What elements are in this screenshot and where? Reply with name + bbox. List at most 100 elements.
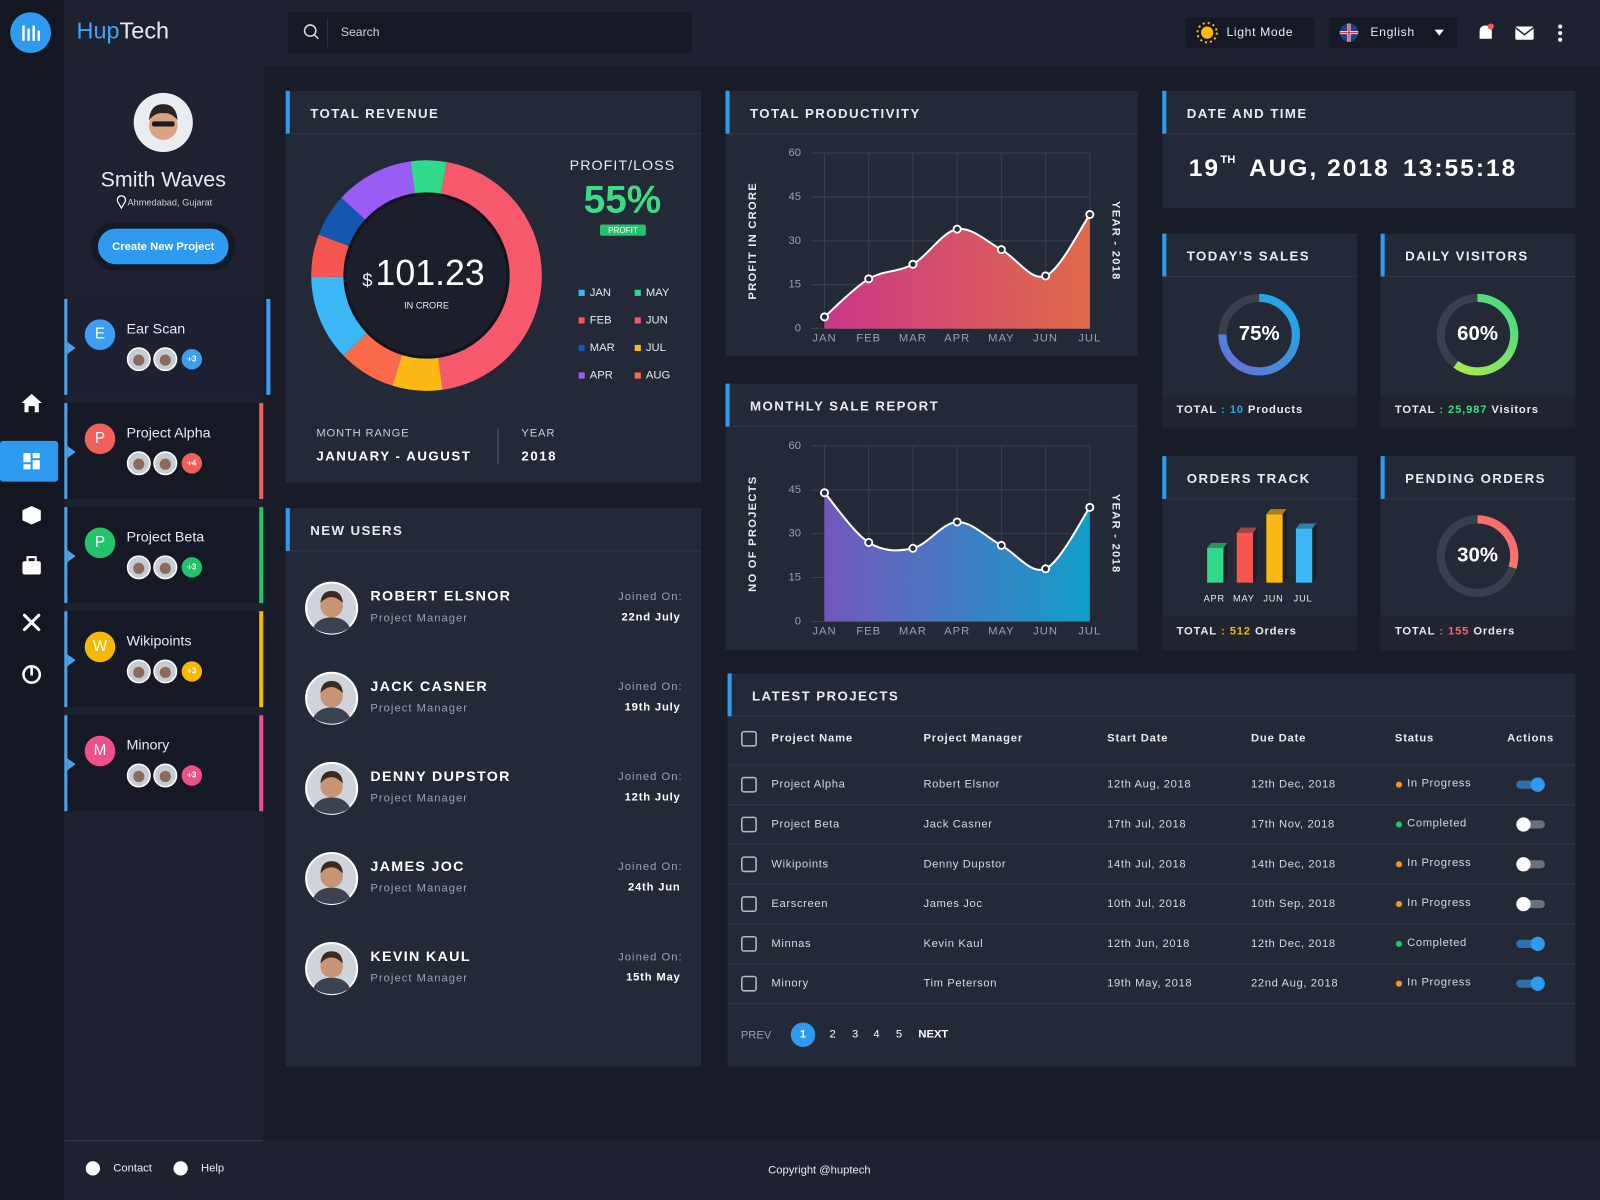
user-shoulders <box>313 707 350 724</box>
joined-date: 22nd July <box>622 611 681 623</box>
x-tick-label: FEB <box>856 333 881 345</box>
contact-icon[interactable] <box>85 1161 100 1176</box>
total-count: 155 <box>1448 626 1469 638</box>
bar-label: APR <box>1204 593 1225 603</box>
row-checkbox[interactable] <box>741 856 757 873</box>
joined-label: Joined On: <box>618 861 682 873</box>
table-cell: Kevin Kaul <box>923 938 983 950</box>
member-face <box>133 354 145 366</box>
y-tick-label: 45 <box>789 191 801 203</box>
card-accent <box>727 673 732 717</box>
page-number[interactable]: 5 <box>896 1029 902 1041</box>
x-tick-label: MAY <box>988 626 1015 638</box>
legend-label: AUG <box>646 369 670 381</box>
table-cell: 14th Jul, 2018 <box>1107 858 1186 870</box>
logo[interactable] <box>10 12 52 54</box>
card-footer <box>1162 615 1358 650</box>
point-marker <box>820 488 829 498</box>
user-hair <box>320 861 343 874</box>
project-card-accent <box>259 507 264 604</box>
point-marker <box>996 540 1006 550</box>
row-checkbox[interactable] <box>741 975 757 992</box>
legend-swatch <box>578 289 585 296</box>
table-cell: Project Alpha <box>771 779 845 791</box>
bar-side <box>1253 527 1258 583</box>
point-marker <box>864 274 874 284</box>
card-title: PENDING ORDERS <box>1405 471 1546 486</box>
cube-icon[interactable] <box>22 506 41 525</box>
language-caret[interactable] <box>1434 29 1444 36</box>
power-icon[interactable] <box>22 665 42 684</box>
table-cell: 19th May, 2018 <box>1107 978 1192 990</box>
language-select[interactable] <box>1328 17 1458 48</box>
select-all-checkbox[interactable] <box>741 730 757 747</box>
bar-side <box>1312 523 1317 583</box>
gauge-arc <box>1218 293 1300 376</box>
profit-value: 55% <box>584 178 662 221</box>
menu-dots[interactable] <box>1558 24 1563 42</box>
table-cell: Minory <box>771 978 808 990</box>
x-tick-label: MAY <box>988 333 1015 345</box>
table-cell: Robert Elsnor <box>923 779 1000 791</box>
contact-link[interactable]: Contact <box>113 1162 153 1174</box>
light-mode-button[interactable] <box>1185 17 1315 48</box>
table-cell: 12th Aug, 2018 <box>1107 779 1191 791</box>
row-checkbox[interactable] <box>741 776 757 793</box>
card-footer <box>1162 396 1358 428</box>
table-cell: 12th Dec, 2018 <box>1251 938 1336 950</box>
total-separator: : <box>1439 626 1444 638</box>
x-tick-label: JUN <box>1033 626 1058 638</box>
donut-segment <box>341 161 416 221</box>
x-tick-label: MAR <box>899 333 927 345</box>
home-icon[interactable] <box>21 393 42 413</box>
point-marker <box>820 312 829 322</box>
legend-label: JAN <box>590 287 611 299</box>
total-unit: Visitors <box>1491 404 1538 416</box>
help-icon[interactable] <box>173 1161 188 1176</box>
status-dot <box>1395 980 1403 987</box>
light-mode-label: Light Mode <box>1227 25 1294 39</box>
create-button[interactable] <box>97 228 229 265</box>
pagination-next[interactable]: NEXT <box>918 1029 948 1041</box>
y-tick-label: 0 <box>795 615 801 627</box>
help-link[interactable]: Help <box>201 1162 224 1174</box>
table-cell: Project Beta <box>771 818 840 830</box>
member-face <box>159 562 171 574</box>
donut-segment <box>343 332 403 386</box>
bell-icon[interactable] <box>1479 25 1492 39</box>
page-number[interactable]: 3 <box>852 1029 858 1041</box>
toggle-knob <box>1530 777 1545 792</box>
card-title: MONTHLY SALE REPORT <box>750 399 939 414</box>
status: In Progress <box>1407 778 1471 790</box>
table-cell: 22nd Aug, 2018 <box>1251 978 1338 990</box>
table-cell: 10th Sep, 2018 <box>1251 898 1336 910</box>
flag-cross-red <box>1339 23 1359 42</box>
legend-swatch <box>634 344 641 352</box>
y-tick-label: 30 <box>789 235 801 247</box>
mail-icon[interactable] <box>1515 26 1534 40</box>
project-name: Minory <box>127 738 171 754</box>
pagination-prev[interactable]: PREV <box>741 1030 772 1042</box>
page-number[interactable]: 4 <box>873 1029 879 1041</box>
search-box[interactable] <box>287 12 692 54</box>
page-number[interactable]: 1 <box>800 1029 806 1041</box>
tools-icon[interactable] <box>22 613 41 632</box>
table-cell: Minnas <box>771 938 811 950</box>
footer-bar <box>64 1140 1600 1200</box>
x-tick-label: JUN <box>1033 333 1058 345</box>
row-checkbox[interactable] <box>741 896 757 912</box>
row-checkbox[interactable] <box>741 935 757 952</box>
point-marker <box>864 537 874 547</box>
briefcase-icon[interactable] <box>22 561 41 575</box>
y-tick-label: 15 <box>789 279 801 291</box>
project-card-accent <box>266 298 271 395</box>
member-face <box>133 562 145 574</box>
card-title: DATE AND TIME <box>1187 106 1308 121</box>
page-number[interactable]: 2 <box>830 1029 836 1041</box>
table-cell: Wikipoints <box>771 858 828 870</box>
row-checkbox[interactable] <box>741 816 757 833</box>
card-title: NEW USERS <box>310 523 403 538</box>
more-members: +3 <box>187 667 197 676</box>
right-axis-label: YEAR - 2018 <box>1109 201 1121 281</box>
status-dot <box>1395 781 1403 788</box>
